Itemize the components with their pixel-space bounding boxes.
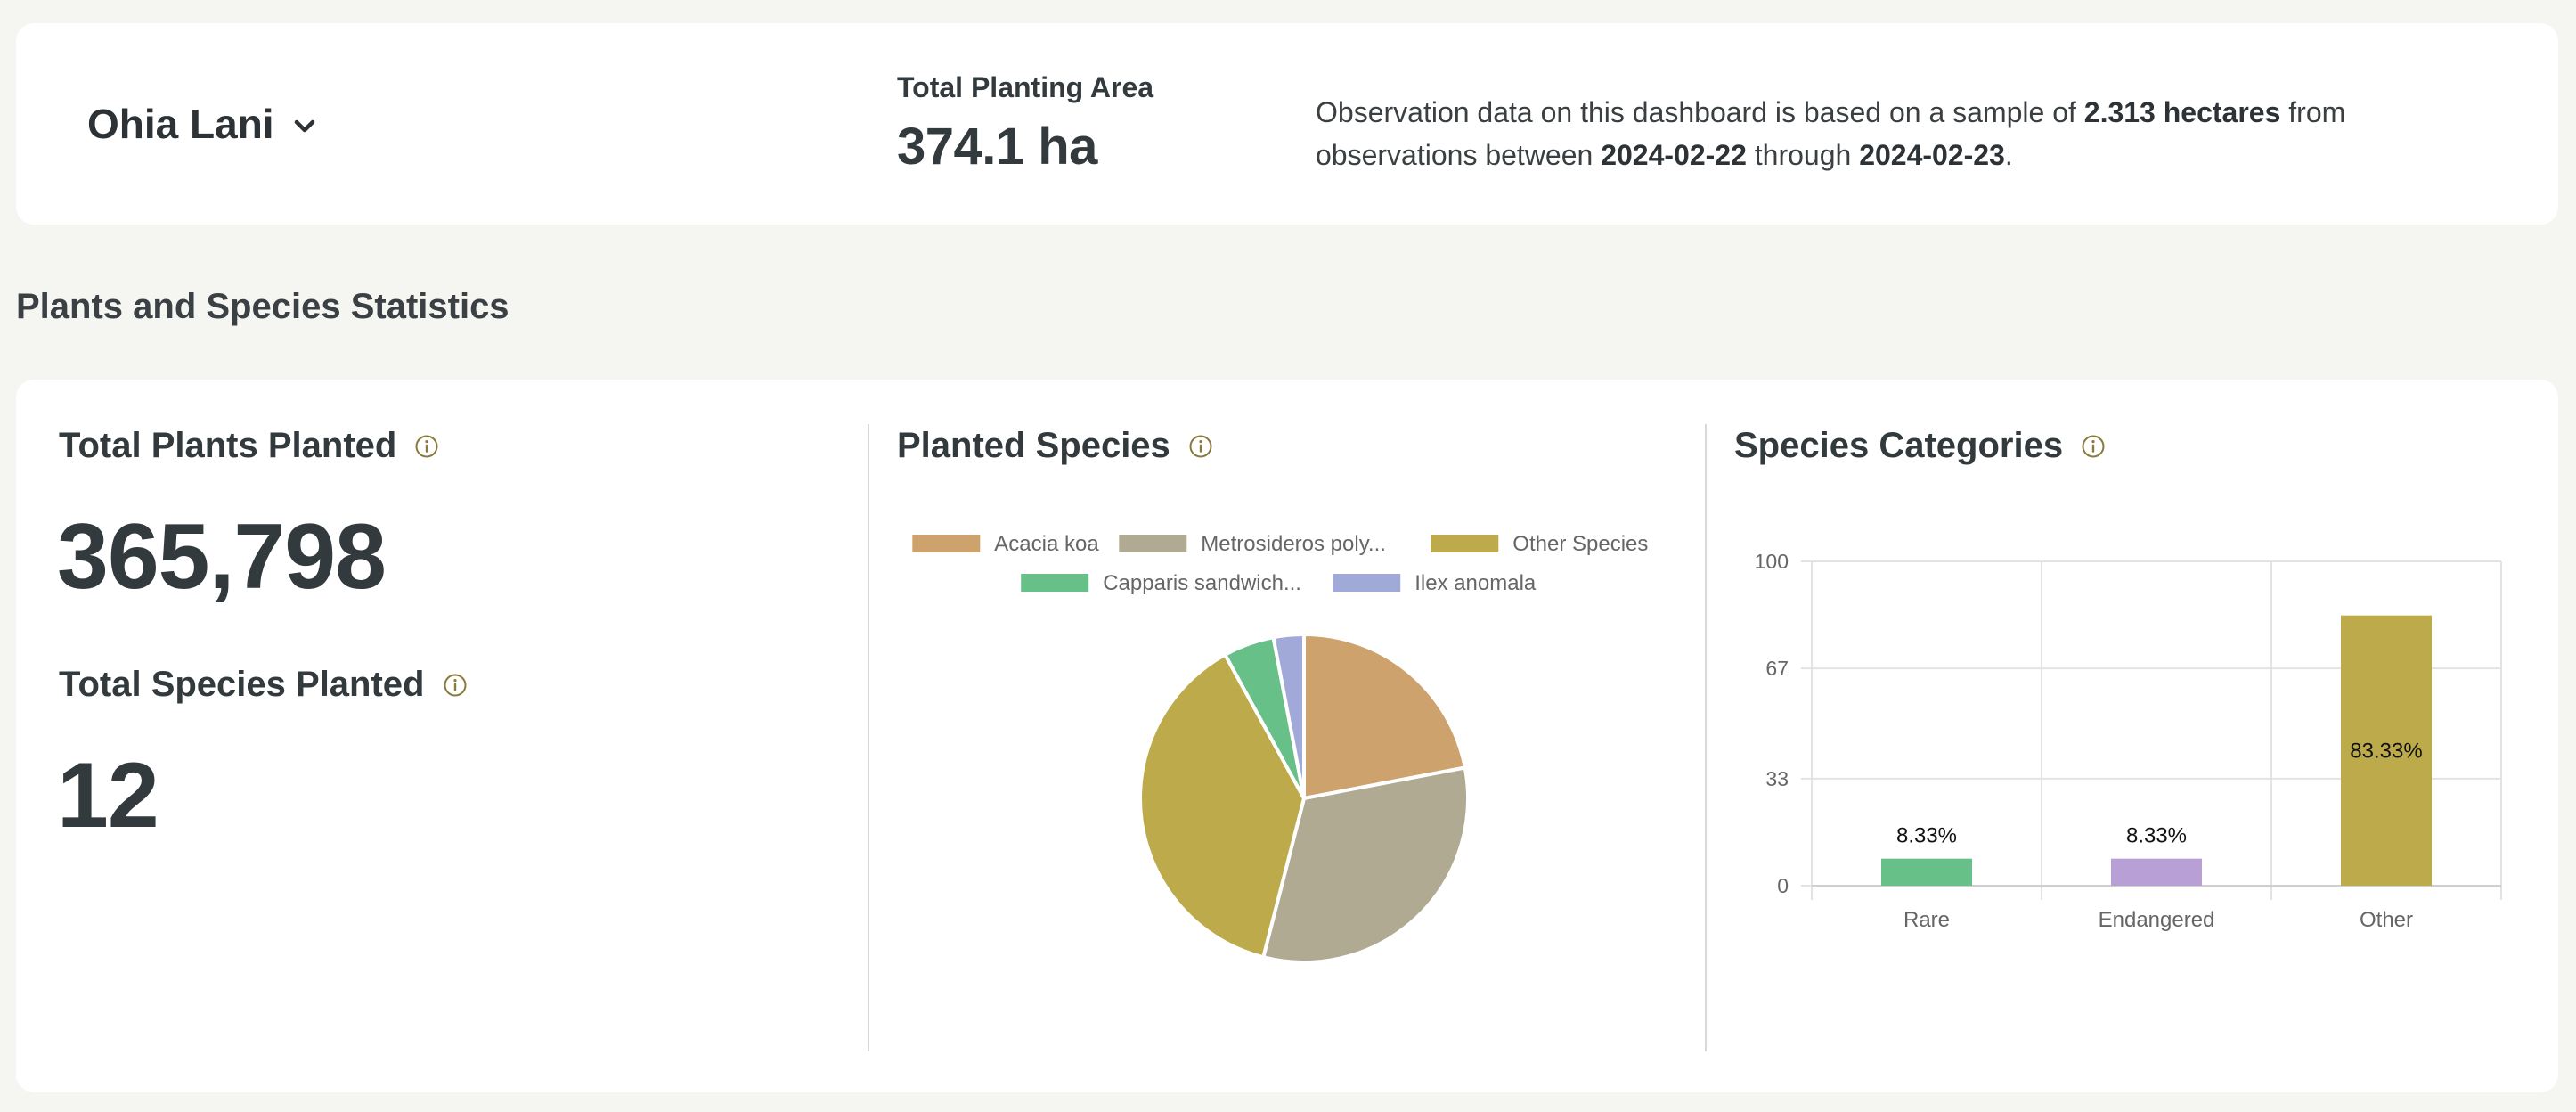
summary-card: Ohia Lani Total Planting Area 374.1 ha O… [16,23,2558,225]
y-tick-label: 100 [1755,550,1789,573]
planted-species-title: Planted Species [897,426,1213,466]
legend-swatch[interactable] [912,535,981,552]
observation-summary: Observation data on this dashboard is ba… [1316,91,2491,176]
obs-suffix: . [2004,139,2013,171]
pie-slice[interactable] [1271,632,1306,799]
total-plants-title: Total Plants Planted [59,426,439,466]
column-divider [1705,424,1707,1051]
obs-mid: from observations between [1316,96,2346,171]
legend-label[interactable]: Other Species [1512,532,1648,556]
legend-swatch[interactable] [1119,535,1187,552]
bar-data-label: 83.33% [2350,739,2422,763]
pie-slice[interactable] [1302,632,1468,801]
total-species-value: 12 [57,744,159,847]
planting-area-label: Total Planting Area [897,71,1154,103]
obs-hectares: 2.313 hectares [2083,96,2281,128]
bar[interactable] [2341,615,2432,886]
info-circle-icon[interactable] [414,434,439,459]
legend-label[interactable]: Ilex anomala [1414,571,1537,595]
planting-area-value: 374.1 ha [897,118,1097,176]
x-tick-label: Other [2360,908,2413,932]
legend-label[interactable]: Capparis sandwich... [1103,571,1301,595]
legend-swatch[interactable] [1021,574,1089,592]
y-tick-label: 0 [1777,874,1789,897]
site-name: Ohia Lani [87,101,274,147]
total-plants-label: Total Plants Planted [59,426,397,465]
obs-end-date: 2024-02-23 [1859,139,2005,171]
y-tick-label: 33 [1765,767,1789,790]
total-species-label: Total Species Planted [59,665,425,704]
info-circle-icon[interactable] [443,673,468,698]
planted-species-label: Planted Species [897,426,1170,465]
bar-data-label: 8.33% [1896,824,1957,848]
obs-prefix: Observation data on this dashboard is ba… [1316,96,2084,128]
legend-swatch[interactable] [1431,535,1499,552]
bar[interactable] [2111,858,2202,886]
total-species-title: Total Species Planted [59,665,468,705]
info-circle-icon[interactable] [2081,434,2106,459]
site-selector[interactable]: Ohia Lani [87,100,315,148]
planted-species-pie-chart: Acacia koa Metrosideros poly... Other Spec… [912,532,1648,964]
chevron-down-icon [294,119,314,133]
info-circle-icon[interactable] [1188,434,1213,459]
species-categories-bar-chart: 0 33 67 100 8.33% Rare 8.33% Endangered 83.33% Ot… [1755,550,2502,932]
x-tick-label: Endangered [2099,908,2215,932]
column-divider [868,424,869,1051]
pie-slice[interactable] [1260,765,1470,964]
legend-label[interactable]: Metrosideros poly... [1201,532,1386,556]
obs-start-date: 2024-02-22 [1601,139,1747,171]
x-tick-label: Rare [1903,908,1950,932]
legend-swatch[interactable] [1333,574,1401,592]
obs-through: through [1746,139,1860,171]
statistics-card: Total Plants Planted 365,798 Total Speci… [16,380,2558,1092]
bar[interactable] [1881,858,1972,886]
species-categories-title: Species Categories [1734,426,2106,466]
planting-area: Total Planting Area 374.1 ha [897,71,1153,176]
y-tick-label: 67 [1765,657,1789,680]
species-categories-label: Species Categories [1734,426,2064,465]
legend-label[interactable]: Acacia koa [994,532,1099,556]
bar-data-label: 8.33% [2126,824,2187,848]
section-title: Plants and Species Statistics [16,287,509,326]
total-plants-value: 365,798 [57,505,387,609]
pie-slice[interactable] [1138,652,1307,960]
